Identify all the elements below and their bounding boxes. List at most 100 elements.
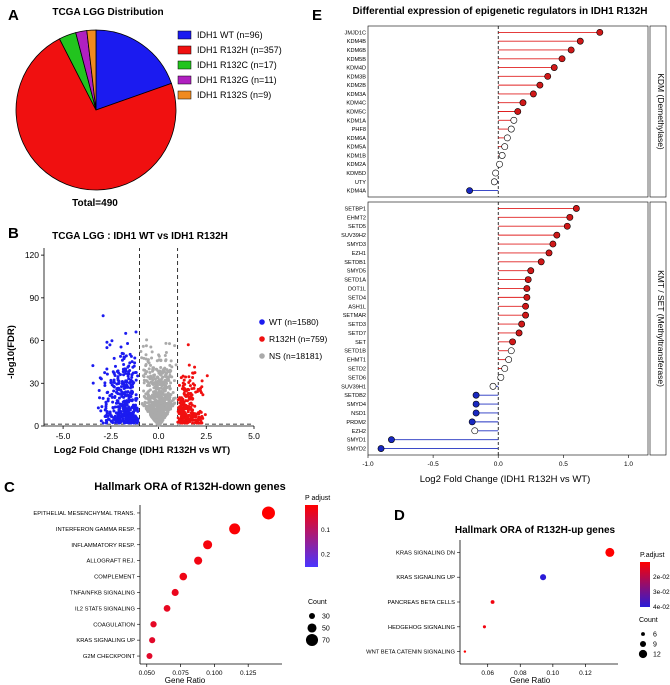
lollipop-x-tick-label: 0.5: [559, 461, 568, 468]
lollipop-head: [545, 249, 553, 257]
volcano-point-ns: [159, 381, 163, 385]
volcano-point-wt: [133, 420, 137, 424]
volcano-point-wt: [112, 409, 116, 413]
volcano-point-ns: [150, 405, 154, 409]
volcano-point-ns: [166, 391, 170, 395]
volcano-point-wt: [128, 381, 132, 385]
lollipop-gene-label: KDM5B: [347, 57, 367, 63]
volcano-point-ns: [166, 377, 170, 381]
volcano-point-wt: [131, 411, 135, 415]
panel-letter-a: A: [8, 7, 19, 24]
volcano-point-ns: [165, 375, 169, 379]
lollipop-strip-label: KMT / SET (Methyltransferase): [656, 270, 666, 387]
lollipop-head: [524, 276, 532, 283]
volcano-point-ns: [166, 408, 170, 412]
volcano-point-r132h: [195, 389, 199, 393]
dotplot-category-label: KRAS SIGNALING UP: [76, 638, 135, 644]
dotplot-point: [490, 600, 495, 604]
dotplot-category-label: INFLAMMATORY RESP.: [71, 543, 135, 549]
volcano-point-ns: [165, 368, 169, 372]
volcano-point-ns: [145, 338, 149, 342]
dotplot-size-legend-title: Count: [308, 599, 327, 606]
volcano-point-wt: [133, 361, 137, 365]
lollipop-gene-label: SMYD1: [347, 438, 366, 444]
lollipop-head: [501, 365, 509, 372]
volcano-point-wt: [114, 421, 118, 425]
dotplot-x-tick-label: 0.10: [547, 670, 560, 677]
volcano-point-ns: [154, 420, 158, 424]
lollipop-gene-label: EHMT2: [347, 215, 366, 221]
volcano-point-ns: [154, 381, 158, 385]
dotplot-category-label: PANCREAS BETA CELLS: [388, 600, 456, 606]
volcano-point-wt: [116, 388, 120, 392]
lollipop-gene-label: SETD4: [348, 295, 366, 301]
volcano-point-wt: [120, 413, 124, 417]
volcano-point-ns: [140, 402, 144, 406]
panel-letter-b: B: [8, 225, 19, 242]
lollipop-head: [549, 240, 557, 248]
volcano-point-wt: [101, 421, 105, 425]
dotplot-category-label: COAGULATION: [93, 622, 135, 628]
volcano-point-r132h: [190, 418, 194, 422]
volcano-point-ns: [144, 364, 148, 368]
lollipop-gene-label: SETDB1: [344, 260, 366, 266]
volcano-point-wt: [103, 371, 107, 375]
dotplot-x-tick-label: 0.125: [240, 670, 257, 677]
volcano-x-tick-label: -5.0: [56, 431, 71, 441]
panel-c-dotplot: Hallmark ORA of R132H-down genes 0.050 0.…: [33, 481, 330, 685]
volcano-point-wt: [111, 421, 115, 425]
lollipop-head: [515, 329, 523, 337]
lollipop-panel-frame: [367, 201, 649, 456]
dotplot-colorbar-tick-label: 2e-02: [653, 574, 670, 581]
volcano-point-ns: [159, 358, 163, 362]
volcano-x-tick-label: -2.5: [103, 431, 118, 441]
volcano-point-r132h: [182, 401, 186, 405]
lollipop-gene-label: JMJD1C: [345, 30, 366, 36]
volcano-point-wt: [126, 374, 130, 378]
volcano-point-ns: [157, 388, 161, 392]
volcano-point-ns: [162, 367, 166, 371]
volcano-point-wt: [120, 394, 124, 398]
volcano-point-wt: [121, 418, 125, 422]
dotplot-x-tick-label: 0.06: [481, 670, 494, 677]
volcano-point-r132h: [187, 375, 191, 379]
dotplot-category-label: G2M CHECKPOINT: [83, 654, 136, 660]
lollipop-x-tick-label: 1.0: [624, 461, 633, 468]
dotplot-size-legend-marker: [309, 613, 315, 619]
volcano-point-wt: [125, 390, 129, 394]
dotplot-size-legend-label: 50: [322, 626, 330, 633]
volcano-point-wt: [134, 408, 138, 412]
volcano-point-ns: [168, 370, 172, 374]
volcano-point-wt: [116, 375, 120, 379]
volcano-point-wt: [117, 396, 121, 400]
lollipop-gene-label: EHMT1: [347, 358, 366, 364]
volcano-point-wt: [122, 362, 126, 366]
volcano-point-ns: [173, 344, 177, 348]
volcano-point-wt: [124, 383, 128, 387]
volcano-point-wt: [136, 419, 140, 423]
volcano-point-wt: [121, 370, 125, 374]
volcano-point-r132h: [197, 415, 201, 419]
lollipop-gene-label: SETD7: [348, 331, 366, 337]
dotplot-x-tick-label: 0.12: [579, 670, 592, 677]
volcano-point-wt: [131, 382, 135, 386]
volcano-point-wt: [99, 419, 103, 423]
volcano-point-ns: [142, 389, 146, 393]
volcano-point-r132h: [193, 365, 197, 369]
dotplot-size-legend-title: Count: [639, 617, 658, 624]
volcano-point-wt: [108, 394, 112, 398]
lollipop-gene-label: SMYD2: [347, 447, 366, 453]
dotplot-x-tick-label: 0.08: [514, 670, 527, 677]
volcano-point-r132h: [203, 413, 207, 417]
volcano-point-wt: [112, 356, 116, 360]
volcano-point-wt: [113, 395, 117, 399]
panel-letter-e: E: [312, 7, 322, 24]
lollipop-title: Differential expression of epigenetic re…: [352, 6, 647, 17]
volcano-point-ns: [151, 390, 155, 394]
volcano-y-tick-label: 90: [30, 293, 40, 303]
volcano-point-wt: [113, 418, 117, 422]
lollipop-strip-label: KDM (Demethylase): [656, 73, 666, 150]
pie-legend-swatch-1: [177, 45, 192, 55]
volcano-point-r132h: [191, 371, 195, 375]
